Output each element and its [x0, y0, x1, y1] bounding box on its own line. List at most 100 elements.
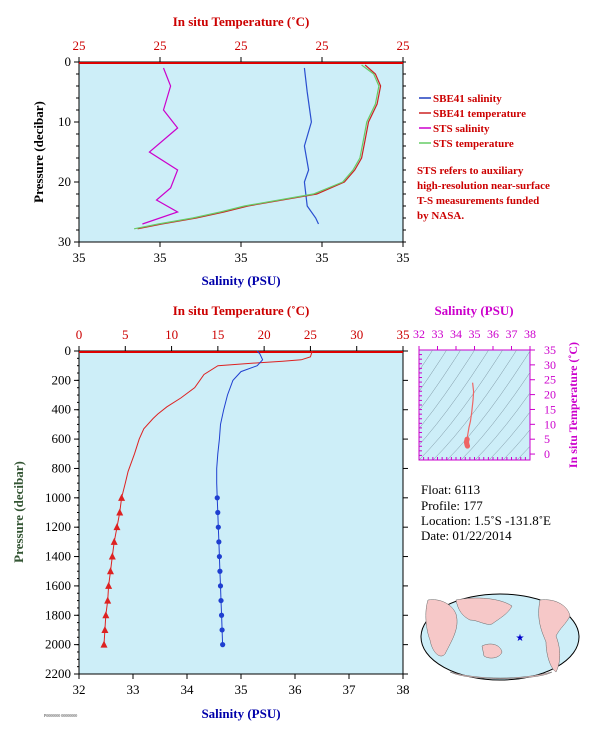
salinity-sample-marker: [218, 612, 225, 618]
temperature-sample-marker: [118, 493, 126, 501]
main-pressure-tick-label: 0: [65, 343, 72, 358]
legend-label: SBE41 salinity: [433, 93, 502, 105]
top-salinity-tick-labels: 35 35 35 35 35: [73, 242, 410, 265]
series-line-sbe41-temperature: [137, 64, 382, 230]
top-series-group: [79, 62, 403, 230]
top-temp-tick-label: 25: [73, 38, 86, 53]
ts-salinity-tick-label: 34: [450, 327, 462, 341]
series-line-sts-temperature: [133, 64, 380, 230]
salinity-sample-marker: [216, 553, 222, 560]
main-salinity-tick-label: 34: [181, 682, 195, 697]
salinity-sample-marker: [217, 583, 224, 589]
ts-temp-tick-label: 10: [544, 417, 556, 431]
main-temp-tick-label: 5: [122, 327, 129, 342]
temperature-sample-marker: [106, 567, 114, 575]
legend-label: STS salinity: [433, 123, 490, 135]
top-temp-tick-label: 25: [397, 38, 410, 53]
main-temp-tick-label: 30: [350, 327, 363, 342]
salinity-sample-marker: [215, 509, 221, 516]
temperature-sample-marker: [113, 523, 121, 531]
ts-density-contour: [488, 411, 530, 460]
ts-temp-tick-label: 20: [544, 388, 556, 402]
main-temp-tick-label: 10: [165, 327, 178, 342]
map-continent-africa-europe: [425, 599, 458, 657]
main-salinity-tick-label: 32: [73, 682, 86, 697]
top-salinity-tick-label: 35: [316, 250, 329, 265]
salinity-sample-marker: [215, 524, 221, 530]
top-pressure-tick-labels: 0 10 20 30: [58, 54, 406, 249]
main-pressure-tick-label: 1800: [45, 607, 71, 622]
top-temp-tick-label: 25: [316, 38, 329, 53]
ts-temp-axis-title: In situ Temperature (˚C): [566, 342, 580, 468]
legend-label: SBE41 temperature: [433, 108, 526, 120]
location: Location: 1.5˚S -131.8˚E: [421, 513, 551, 528]
series-line-sbe41-salinity: [303, 67, 320, 225]
main-salinity-tick-label: 33: [127, 682, 140, 697]
top-salinity-tick-label: 35: [235, 250, 248, 265]
main-pressure-tick-label: 1200: [45, 519, 71, 534]
top-salinity-tick-label: 35: [154, 250, 167, 265]
ts-temp-tick-label: 30: [544, 358, 556, 372]
main-salinity-tick-label: 37: [343, 682, 357, 697]
top-pressure-tick-label: 30: [58, 234, 71, 249]
top-temp-tick-label: 25: [154, 38, 167, 53]
main-pressure-tick-labels: 0 200 400 600 800 1000 1200 1400 1600 1800 2000 220…: [45, 343, 408, 681]
ts-temp-tick-label: 5: [544, 432, 550, 446]
ts-temp-tick-label: 15: [544, 402, 556, 416]
ts-density-contour: [446, 350, 530, 460]
ts-salinity-tick-label: 33: [432, 327, 444, 341]
ts-salinity-tick-label: 32: [413, 327, 425, 341]
main-temp-tick-label: 15: [211, 327, 224, 342]
deep-profile-chart: In situ Temperature (˚C) 0 5 10 15 20 25 30 35 …: [11, 303, 410, 721]
temperature-sample-marker: [102, 611, 110, 619]
main-pressure-tick-label: 1400: [45, 549, 71, 564]
top-pressure-tick-label: 10: [58, 114, 71, 129]
main-pressure-tick-label: 2000: [45, 637, 71, 652]
footer-code: P0000000 00000000: [44, 713, 77, 718]
ts-density-contour: [419, 350, 503, 460]
top-salinity-tick-label: 35: [397, 250, 410, 265]
legend-note-line: STS refers to auxiliary: [417, 165, 524, 177]
temperature-sample-marker: [116, 508, 124, 516]
main-pressure-tick-label: 600: [52, 431, 72, 446]
ts-density-contour: [502, 429, 530, 460]
main-pressure-axis-title: Pressure (decibar): [11, 461, 26, 563]
ts-series-group: [463, 382, 475, 449]
ts-plot-area: [418, 349, 531, 461]
ts-density-contour: [474, 392, 530, 460]
salinity-sample-marker: [219, 627, 225, 633]
ts-density-contour: [432, 350, 517, 460]
main-pressure-tick-label: 1000: [45, 490, 71, 505]
ts-density-contour: [460, 372, 530, 460]
map-continent-americas: [538, 599, 571, 673]
temperature-sample-marker: [101, 625, 109, 633]
map-continent-australia: [481, 643, 503, 659]
ts-salinity-tick-labels: 32 33 34 35 36 37 38: [413, 327, 536, 350]
legend-note-line: T-S measurements funded: [417, 195, 539, 207]
salinity-sample-marker: [216, 539, 222, 545]
main-salinity-tick-label: 38: [397, 682, 410, 697]
temperature-sample-marker: [100, 640, 108, 648]
temperature-sample-marker: [108, 552, 116, 560]
top-temp-axis-title: In situ Temperature (˚C): [173, 14, 310, 29]
ts-density-contour: [419, 350, 475, 429]
main-temp-tick-label: 20: [258, 327, 271, 342]
ts-density-contour: [419, 350, 489, 446]
top-pressure-tick-label: 0: [65, 54, 72, 69]
top-pressure-tick-label: 20: [58, 174, 71, 189]
map-continent-antarctica: [449, 671, 553, 680]
main-temp-tick-label: 25: [304, 327, 317, 342]
main-plot-area: [78, 350, 404, 675]
ts-density-contour: [419, 350, 433, 372]
ts-salinity-tick-label: 38: [524, 327, 536, 341]
map-continent-asia: [455, 597, 513, 625]
main-salinity-tick-labels: 32 33 34 35 36 37 38: [73, 674, 410, 697]
main-pressure-tick-label: 2200: [45, 666, 71, 681]
main-pressure-tick-label: 800: [52, 460, 72, 475]
temperature-sample-marker: [104, 596, 112, 604]
main-pressure-tick-label: 1600: [45, 578, 71, 593]
main-temp-axis-title: In situ Temperature (˚C): [173, 303, 310, 318]
series-line-sts-salinity: [142, 67, 180, 225]
